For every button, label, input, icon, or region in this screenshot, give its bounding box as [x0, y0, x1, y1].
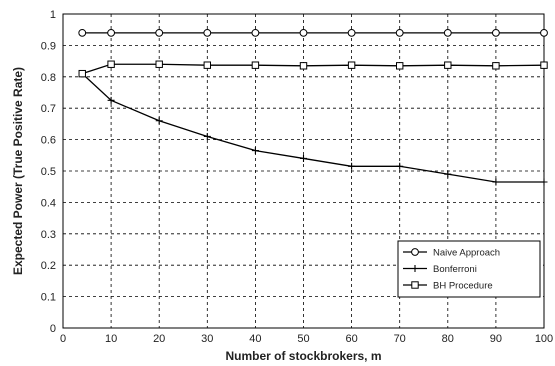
- legend-entry-bh-procedure: BH Procedure: [403, 281, 493, 292]
- x-tick-label: 50: [297, 333, 309, 345]
- series-line-bh-procedure: [82, 63, 545, 75]
- data-point-naive-approach: [78, 28, 87, 37]
- ticks: 0 10 20 30 40 50 60 70 80 90 100 0 0.1 0.2 0.3 0.4 0.5 0.…: [41, 9, 553, 345]
- x-tick-label: 100: [535, 333, 553, 345]
- data-point-naive-approach: [155, 28, 164, 37]
- data-point-bonferroni: [107, 96, 115, 104]
- y-tick-label: 0.9: [41, 40, 56, 52]
- series-line-bonferroni: [81, 73, 544, 183]
- series-bh-procedure: [78, 60, 548, 78]
- legend-marker-bonferroni: [411, 265, 419, 272]
- data-point-bonferroni: [251, 147, 259, 155]
- x-tick-label: 90: [490, 333, 502, 345]
- x-tick-label: 80: [442, 333, 454, 345]
- legend-marker-bh-procedure: [411, 281, 419, 289]
- data-point-bonferroni: [155, 117, 163, 125]
- data-point-bh-procedure: [203, 61, 212, 69]
- y-tick-label: 0.4: [41, 197, 56, 209]
- data-point-bh-procedure: [251, 61, 260, 69]
- data-point-naive-approach: [107, 28, 115, 37]
- data-point-naive-approach: [347, 28, 356, 37]
- legend-entry-bonferroni: Bonferroni: [403, 264, 477, 275]
- data-point-bh-procedure: [347, 61, 356, 69]
- x-tick-label: 30: [201, 333, 213, 345]
- x-tick-label: 10: [105, 333, 117, 345]
- data-point-bonferroni: [444, 170, 452, 178]
- legend-label-naive-approach: Naive Approach: [433, 248, 500, 259]
- data-point-bh-procedure: [299, 62, 308, 70]
- y-tick-label: 1: [50, 9, 56, 21]
- y-tick-label: 0.3: [41, 229, 56, 241]
- series-naive-approach: [78, 28, 548, 37]
- x-tick-label: 0: [60, 333, 66, 345]
- data-point-bonferroni: [540, 178, 548, 186]
- x-tick-label: 70: [394, 333, 406, 345]
- data-point-bh-procedure: [107, 60, 115, 68]
- legend: Naive Approach Bonferroni BH Procedure: [397, 240, 541, 298]
- data-point-bonferroni: [203, 132, 211, 140]
- y-tick-label: 0.8: [41, 72, 56, 84]
- plot-frame: [62, 13, 545, 329]
- data-point-bh-procedure: [492, 62, 500, 70]
- y-tick-label: 0.2: [41, 260, 56, 272]
- legend-marker-naive-approach: [411, 248, 419, 256]
- y-axis-label: Expected Power (True Positive Rate): [11, 67, 25, 275]
- y-tick-label: 0.7: [41, 103, 56, 115]
- data-point-bonferroni: [492, 178, 500, 186]
- y-tick-label: 0: [50, 323, 56, 335]
- series-layer: [78, 28, 548, 186]
- data-point-bh-procedure: [78, 69, 86, 78]
- series-bonferroni: [78, 70, 548, 186]
- data-point-naive-approach: [492, 28, 500, 37]
- x-axis-label: Number of stockbrokers, m: [225, 349, 381, 363]
- data-point-bh-procedure: [396, 62, 404, 70]
- data-point-bonferroni: [300, 154, 307, 162]
- legend-label-bh-procedure: BH Procedure: [433, 281, 493, 292]
- data-point-naive-approach: [395, 28, 404, 37]
- data-point-bonferroni: [348, 162, 356, 170]
- y-tick-label: 0.5: [41, 166, 56, 178]
- legend-label-bonferroni: Bonferroni: [433, 264, 477, 275]
- y-tick-label: 0.1: [41, 292, 56, 304]
- data-point-bh-procedure: [155, 60, 163, 68]
- data-point-bh-procedure: [444, 61, 452, 69]
- data-point-naive-approach: [299, 28, 308, 37]
- data-point-naive-approach: [251, 28, 260, 37]
- data-point-bh-procedure: [540, 61, 548, 69]
- y-tick-label: 0.6: [41, 135, 56, 147]
- data-point-naive-approach: [443, 28, 452, 37]
- data-point-naive-approach: [540, 28, 548, 37]
- x-tick-label: 60: [345, 333, 357, 345]
- x-tick-label: 20: [153, 333, 165, 345]
- legend-entry-naive-approach: Naive Approach: [403, 248, 500, 259]
- x-tick-label: 40: [249, 333, 261, 345]
- data-point-bonferroni: [396, 162, 404, 170]
- data-point-naive-approach: [203, 28, 212, 37]
